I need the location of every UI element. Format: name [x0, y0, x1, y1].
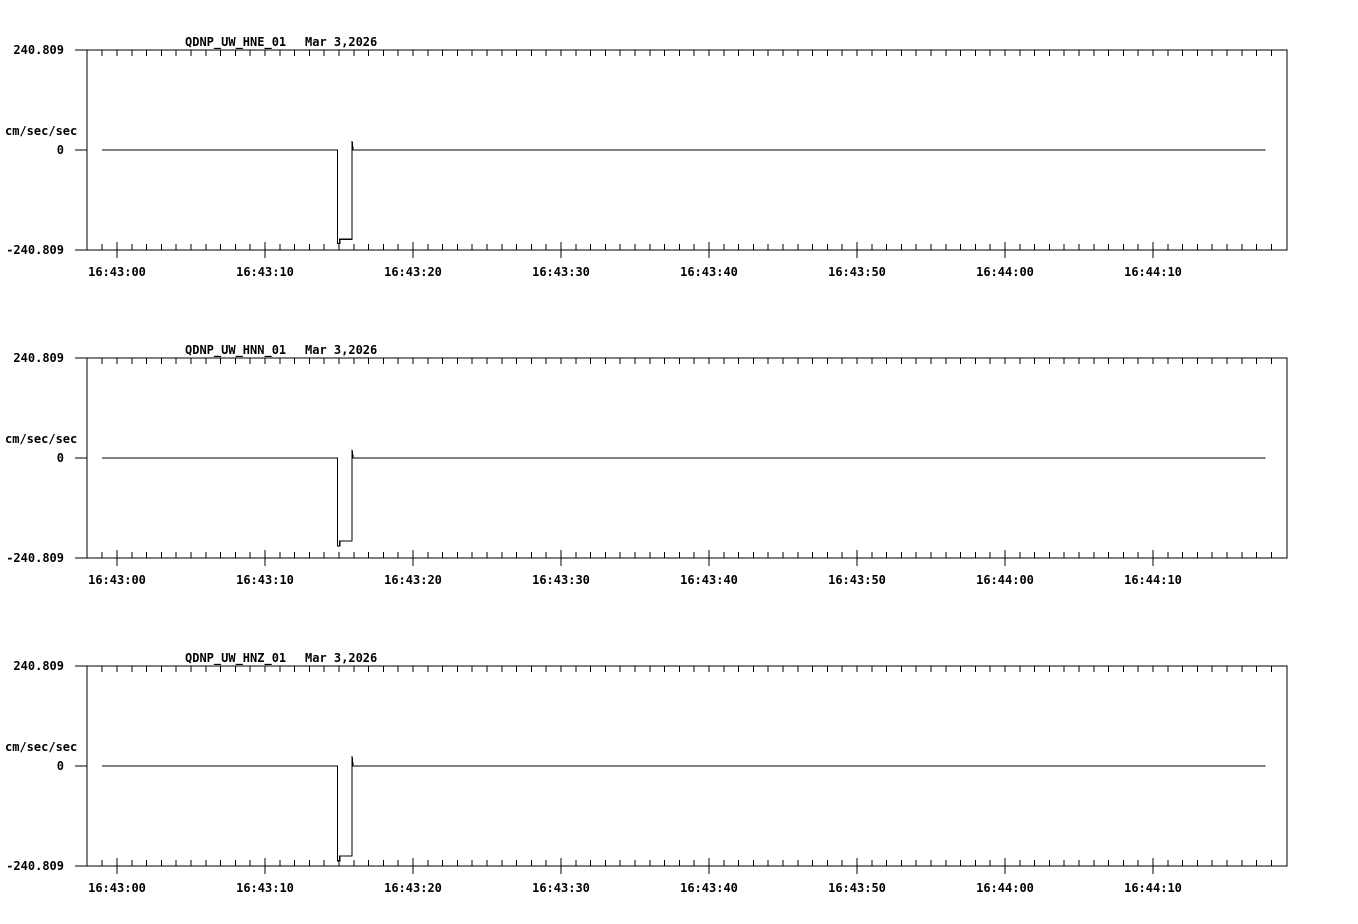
x-tick-label: 16:43:30 [532, 573, 590, 587]
seismo-plot-3: QDNP_UW_HNZ_01 Mar 3,2026 240.809 0 -240.809… [5, 651, 1288, 895]
plot-title: QDNP_UW_HNN_01 [185, 343, 286, 358]
x-tick-label: 16:43:20 [384, 573, 442, 587]
x-tick-label: 16:44:10 [1124, 265, 1182, 279]
waveform-trace [102, 140, 1266, 244]
waveform-trace [102, 449, 1266, 547]
x-tick-label: 16:43:20 [384, 265, 442, 279]
x-tick-label: 16:43:20 [384, 881, 442, 895]
x-tick-label: 16:44:10 [1124, 573, 1182, 587]
y-tick-label: 0 [57, 451, 64, 465]
x-tick-label: 16:43:00 [88, 573, 146, 587]
x-tick-label: 16:43:10 [236, 573, 294, 587]
x-tick-label: 16:43:40 [680, 265, 738, 279]
x-tick-label: 16:44:00 [976, 573, 1034, 587]
x-tick-label: 16:44:10 [1124, 881, 1182, 895]
x-tick-label: 16:43:40 [680, 573, 738, 587]
x-tick-label: 16:43:30 [532, 265, 590, 279]
plot-date: Mar 3,2026 [305, 343, 377, 357]
seismo-plot-2: QDNP_UW_HNN_01 Mar 3,2026 240.809 0 -240.809… [5, 343, 1288, 587]
y-tick-label: 0 [57, 759, 64, 773]
plot-title: QDNP_UW_HNE_01 [185, 35, 286, 50]
y-axis-unit-label: cm/sec/sec [5, 432, 77, 446]
x-tick-label: 16:43:00 [88, 265, 146, 279]
x-tick-label: 16:43:50 [828, 573, 886, 587]
x-tick-label: 16:43:10 [236, 881, 294, 895]
x-tick-label: 16:43:10 [236, 265, 294, 279]
seismo-plot-1: QDNP_UW_HNE_01 Mar 3,2026 240.809 0 -240.809… [5, 35, 1288, 279]
x-tick-label: 16:43:00 [88, 881, 146, 895]
waveform-trace [102, 755, 1266, 862]
y-tick-label: 240.809 [13, 43, 64, 57]
x-tick-label: 16:43:40 [680, 881, 738, 895]
y-axis-unit-label: cm/sec/sec [5, 740, 77, 754]
y-tick-label: 240.809 [13, 351, 64, 365]
y-tick-label: 0 [57, 143, 64, 157]
x-tick-label: 16:43:30 [532, 881, 590, 895]
x-tick-label: 16:44:00 [976, 265, 1034, 279]
plot-title: QDNP_UW_HNZ_01 [185, 651, 286, 666]
y-tick-label: 240.809 [13, 659, 64, 673]
y-axis-unit-label: cm/sec/sec [5, 124, 77, 138]
y-tick-label: -240.809 [6, 859, 64, 873]
plot-date: Mar 3,2026 [305, 35, 377, 49]
x-tick-label: 16:43:50 [828, 881, 886, 895]
plot-date: Mar 3,2026 [305, 651, 377, 665]
x-tick-label: 16:43:50 [828, 265, 886, 279]
y-tick-label: -240.809 [6, 551, 64, 565]
y-tick-label: -240.809 [6, 243, 64, 257]
x-tick-label: 16:44:00 [976, 881, 1034, 895]
